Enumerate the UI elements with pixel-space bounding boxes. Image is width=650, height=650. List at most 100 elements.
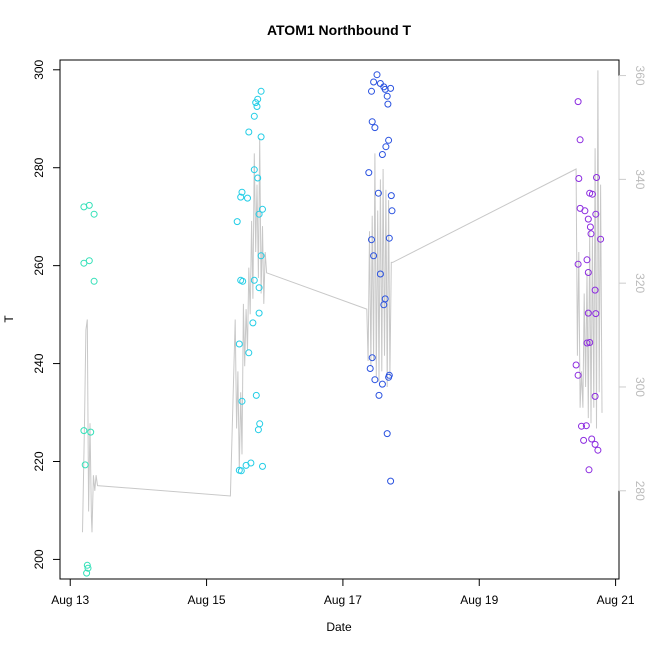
data-point [250,166,258,174]
data-point [370,252,378,260]
data-point [253,103,261,110]
y2-tick-label: 360 [633,66,647,86]
y2-tick-label: 320 [633,273,647,293]
chart-title: ATOM1 Northbound T [267,22,412,38]
x-tick-label: Aug 19 [460,593,498,607]
temperature-trace [82,70,603,533]
data-points [80,71,605,577]
data-point [385,373,393,381]
data-point [378,380,386,388]
data-point [592,310,600,318]
data-point [575,175,583,182]
data-point [85,201,93,209]
y2-tick-label: 300 [633,377,647,397]
data-point [582,422,590,430]
data-point [572,361,580,369]
x-axis-label: Date [326,620,352,634]
data-point [382,143,390,151]
data-point [368,236,375,244]
x-tick-label: Aug 13 [51,593,89,607]
data-point [83,569,91,577]
data-point [255,309,263,317]
data-point [580,436,588,444]
data-point [584,215,592,223]
data-point [255,284,263,292]
data-point [87,428,95,436]
data-point [239,277,247,285]
data-point [368,118,376,126]
data-point [583,339,591,347]
data-point [238,188,246,196]
data-point [80,427,88,435]
data-point [597,235,605,243]
data-point [591,440,599,448]
data-point [365,169,373,177]
data-point [254,426,262,434]
data-point [585,466,593,474]
data-point [247,459,255,467]
data-point [250,112,258,120]
data-point [588,435,596,443]
data-point [259,205,266,213]
data-point [581,207,589,215]
data-point [233,218,241,226]
y-tick-label: 280 [32,157,46,177]
x-tick-label: Aug 17 [324,593,362,607]
data-point [591,392,599,400]
y-tick-label: 260 [32,255,46,275]
data-point [259,462,266,470]
trace-line [82,70,603,533]
data-point [245,349,253,357]
data-point [256,420,264,428]
x-tick-label: Aug 21 [597,593,635,607]
data-point [257,87,265,95]
data-point [254,95,262,103]
data-point [368,354,376,362]
data-point [90,277,98,285]
data-point [83,561,91,569]
data-point [376,270,384,278]
data-point [368,87,375,95]
x-tick-label: Aug 15 [188,593,226,607]
y-tick-label: 300 [32,59,46,79]
data-point [574,98,582,106]
data-point [254,174,262,182]
data-point [587,230,595,238]
y-axis-label: T [2,315,16,323]
data-point [376,80,384,87]
data-point [588,190,596,198]
data-point [380,301,388,309]
data-point [385,234,393,242]
data-point [387,192,395,200]
data-point [370,78,378,86]
y-axis-left: 200 220 240 260 280 300 [32,59,61,569]
x-axis: Aug 13 Aug 15 Aug 17 Aug 19 Aug 21 [51,578,635,607]
data-point [383,92,391,100]
y-tick-label: 220 [32,451,46,471]
data-point [252,391,260,399]
y-tick-label: 200 [32,549,46,569]
data-point [591,286,599,294]
data-point [249,319,257,327]
data-point [592,210,600,218]
data-point [237,193,245,201]
data-point [594,446,602,454]
data-point [584,269,592,276]
data-point [593,174,600,181]
data-point [252,99,260,107]
y2-tick-label: 280 [633,481,647,501]
data-point [574,371,582,379]
data-point [583,256,591,264]
data-point [383,430,391,438]
data-point [255,210,263,218]
data-point [90,210,98,218]
data-point [84,564,92,572]
data-point [387,84,395,92]
plot-frame [59,59,620,580]
data-point [81,461,89,469]
data-point [257,252,265,260]
data-point [385,136,393,144]
data-point [584,309,592,317]
y-tick-label: 240 [32,353,46,373]
data-point [384,100,392,108]
